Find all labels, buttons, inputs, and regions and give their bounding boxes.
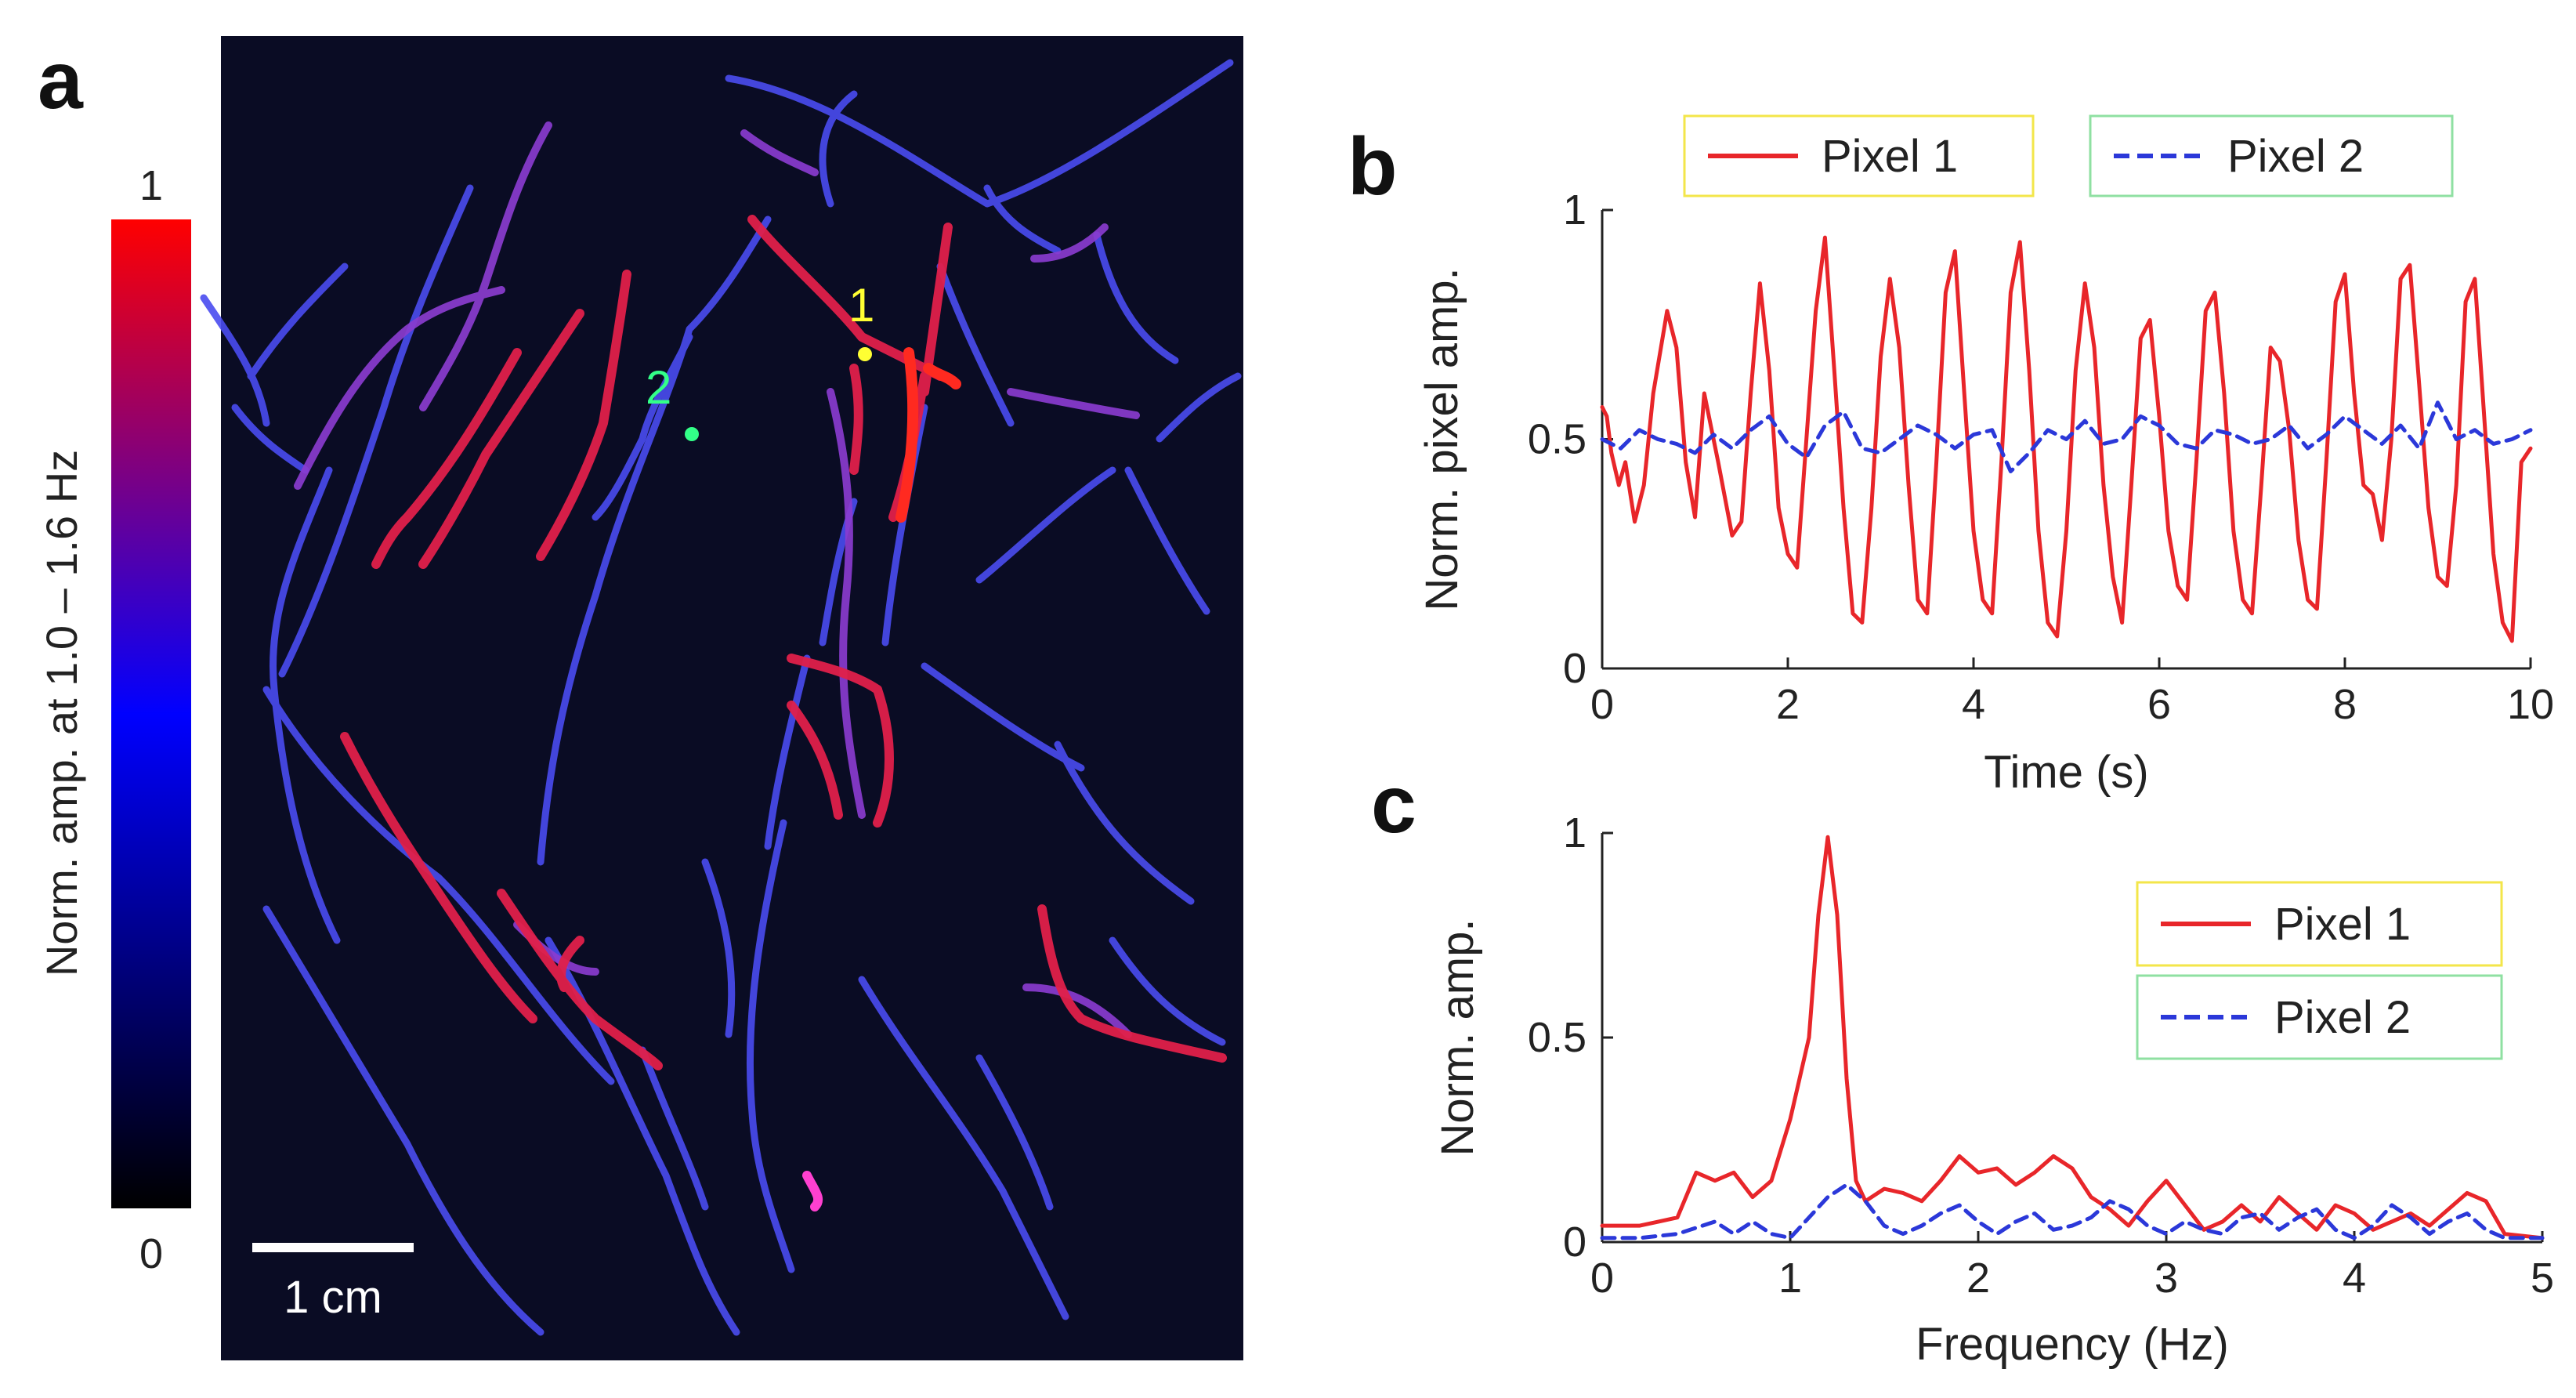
x-tick-label: 2 (1966, 1255, 1990, 1302)
x-axis-label: Frequency (Hz) (1916, 1319, 2229, 1370)
legend-item-2: Pixel 2 (2089, 114, 2454, 197)
y-tick-label: 0.5 (1528, 1014, 1586, 1061)
x-tick-label: 1 (1778, 1255, 1802, 1302)
x-tick-label: 2 (1776, 681, 1800, 728)
y-tick-label: 0 (1563, 645, 1586, 692)
colorbar-gradient (111, 219, 191, 1208)
scale-bar: 1 cm (252, 1243, 414, 1323)
legend-label: Pixel 2 (2274, 992, 2411, 1043)
x-tick-label: 0 (1590, 681, 1614, 728)
colorbar: 1 0 Norm. amp. at 1.0 – 1.6 Hz (37, 162, 191, 1277)
x-tick-label: 4 (2343, 1255, 2366, 1302)
vessel-network (200, 59, 1242, 1336)
y-axis-label: Norm. pixel amp. (1416, 267, 1467, 610)
panel-letter-a: a (38, 35, 84, 126)
y-tick-label: 0 (1563, 1219, 1586, 1266)
y-tick-label: 0.5 (1528, 416, 1586, 463)
x-axis-label: Time (s) (1984, 747, 2148, 798)
y-tick-label: 1 (1563, 809, 1586, 857)
x-tick-label: 6 (2147, 681, 2171, 728)
x-tick-label: 5 (2531, 1255, 2554, 1302)
legend-label: Pixel 1 (2274, 899, 2411, 950)
chart-b: 0 2 4 6 8 10 0 0.5 1 Time (s) Norm. pixel amp. Pixe… (1416, 114, 2554, 798)
scale-bar-label: 1 cm (284, 1272, 382, 1323)
legend-item-1: Pixel 1 (1683, 114, 2035, 197)
legend-label: Pixel 1 (1822, 131, 1958, 182)
y-axis-label: Norm. amp. (1432, 919, 1483, 1157)
legend-item-2: Pixel 2 (2136, 974, 2503, 1060)
series-line-2 (1600, 1183, 2545, 1240)
vessel-image: 1 2 1 cm (200, 36, 1243, 1360)
y-tick-label: 1 (1563, 187, 1586, 234)
pixel-marker-1-label: 1 (848, 279, 874, 331)
x-tick-label: 4 (1962, 681, 1985, 728)
vessel-image-background (221, 36, 1243, 1360)
colorbar-max-label: 1 (139, 162, 163, 209)
pixel-marker-2-label: 2 (646, 361, 671, 414)
legend-label: Pixel 2 (2227, 131, 2364, 182)
colorbar-min-label: 0 (139, 1230, 163, 1277)
x-tick-label: 10 (2507, 681, 2554, 728)
panel-letter-b: b (1348, 121, 1398, 212)
panel-b: b 0 2 4 6 8 10 0 0.5 1 Time (s) Norm. pixel amp. Pi… (1348, 114, 2554, 798)
pixel-marker-2: 2 (646, 361, 699, 441)
x-tick-label: 0 (1590, 1255, 1614, 1302)
series-line-1 (1600, 835, 2545, 1240)
legend-box (1683, 114, 2035, 197)
x-tick-label: 3 (2155, 1255, 2178, 1302)
chart-c: 0 1 2 3 4 5 0 0.5 1 Frequency (Hz) Norm. amp. Pixel… (1432, 809, 2554, 1370)
colorbar-label: Norm. amp. at 1.0 – 1.6 Hz (37, 450, 86, 976)
panel-c: c 0 1 2 3 4 5 0 0.5 1 Frequency (Hz) Norm. amp. Pix… (1371, 759, 2554, 1370)
panel-letter-c: c (1371, 759, 1416, 850)
series-line-2 (1600, 400, 2533, 473)
legend-item-1: Pixel 1 (2136, 881, 2503, 967)
series-line-1 (1600, 235, 2533, 643)
x-tick-label: 8 (2333, 681, 2357, 728)
pixel-marker-1: 1 (848, 279, 874, 361)
panel-a: a 1 0 Norm. amp. at 1.0 – 1.6 Hz (37, 35, 1243, 1360)
